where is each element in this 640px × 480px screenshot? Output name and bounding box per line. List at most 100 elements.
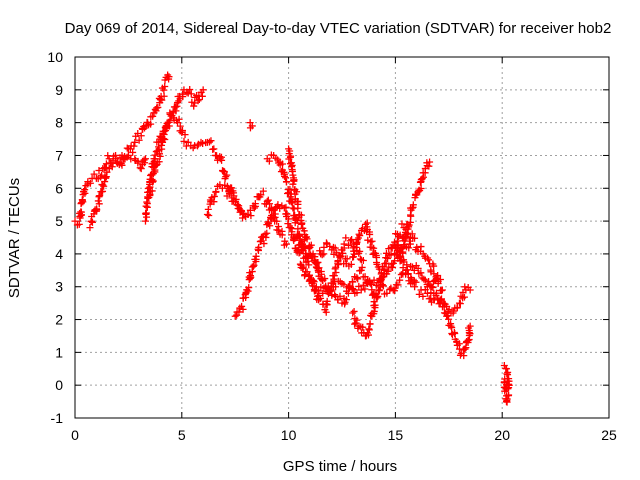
data-point — [332, 283, 340, 291]
data-point-trail — [405, 223, 413, 231]
data-point-trail — [395, 248, 403, 256]
data-point-trail — [410, 266, 418, 274]
data-point-trail — [239, 305, 247, 313]
data-point-trail — [135, 136, 143, 144]
data-point-trail — [199, 140, 207, 148]
data-point-trail — [263, 229, 271, 237]
data-point-trail — [179, 93, 187, 101]
data-point-trail — [143, 213, 151, 221]
data-point-trail — [130, 142, 138, 150]
data-point-trail — [281, 172, 289, 180]
data-point-trail — [123, 144, 131, 152]
data-point-trail — [399, 264, 407, 272]
data-point — [438, 286, 446, 294]
data-point-trail — [405, 244, 413, 252]
data-point-trail — [342, 234, 350, 242]
data-point-trail — [227, 184, 235, 192]
data-point-trail — [187, 90, 195, 98]
data-point-trail — [129, 148, 137, 156]
data-point-trail — [334, 257, 342, 265]
data-point-trail — [437, 296, 445, 304]
data-point-trail — [265, 157, 273, 165]
data-point — [357, 286, 365, 294]
data-point-trail — [289, 180, 297, 188]
data-point-trail — [113, 159, 121, 167]
data-point-trail — [410, 277, 418, 285]
data-point-trail — [102, 163, 110, 171]
data-point-trail — [218, 156, 226, 164]
data-point-trail — [293, 188, 301, 196]
data-point-trail — [318, 251, 326, 259]
data-point-trail — [299, 264, 307, 272]
data-point-trail — [400, 242, 408, 250]
data-point-trail — [264, 196, 272, 204]
data-point-trail — [391, 284, 399, 292]
data-point-trail — [195, 96, 203, 104]
data-point — [460, 352, 468, 360]
data-point-trail — [221, 181, 229, 189]
data-point-trail — [350, 307, 358, 315]
data-point-trail — [172, 107, 180, 115]
data-point-trail — [149, 178, 157, 186]
data-point-trail — [355, 282, 363, 290]
x-tick-label: 20 — [494, 427, 510, 443]
data-point — [118, 161, 126, 169]
data-point-trail — [155, 150, 163, 158]
data-point-trail — [370, 244, 378, 252]
data-point-trail — [403, 266, 411, 274]
data-point — [359, 256, 367, 264]
tick-labels: 0 5 10 15 20 25 -1 0 1 2 3 4 5 6 7 8 9 10 — [47, 49, 617, 443]
data-point-trail — [343, 287, 351, 295]
data-point-trail — [296, 232, 304, 240]
data-point — [274, 201, 282, 209]
data-point — [340, 240, 348, 248]
data-point-trail — [368, 237, 376, 245]
y-tick-label: 8 — [55, 115, 63, 131]
data-point-trail — [305, 250, 313, 258]
y-tick-label: 5 — [55, 213, 63, 229]
data-point-trail — [358, 263, 366, 271]
data-point-trail — [278, 231, 286, 239]
data-point-trail — [271, 210, 279, 218]
data-point-trail — [305, 261, 313, 269]
data-point — [411, 283, 419, 291]
data-point-trail — [384, 267, 392, 275]
data-point-trail — [282, 178, 290, 186]
data-point-trail — [364, 331, 372, 339]
data-point-trail — [361, 273, 369, 281]
data-point-trail — [86, 179, 94, 187]
data-point-trail — [456, 300, 464, 308]
data-point-trail — [367, 280, 375, 288]
data-point-trail — [252, 255, 260, 263]
data-point-trail — [356, 232, 364, 240]
data-point-trail — [403, 229, 411, 237]
data-point — [112, 155, 120, 163]
data-point-trail — [158, 145, 166, 153]
data-point — [349, 309, 357, 317]
y-axis-title: SDTVAR / TECUs — [6, 178, 23, 298]
data-point-trail — [260, 240, 268, 248]
data-point — [105, 155, 113, 163]
data-point-trail — [121, 152, 129, 160]
data-point-trail — [349, 278, 357, 286]
data-point-trail — [251, 202, 259, 210]
data-point-trail — [365, 326, 373, 334]
data-point-trail — [283, 210, 291, 218]
x-tick-label: 15 — [388, 427, 404, 443]
data-point-trail — [412, 278, 420, 286]
data-point — [421, 276, 429, 284]
data-point-trail — [294, 200, 302, 208]
data-point-trail — [406, 218, 414, 226]
data-point-trail — [90, 170, 98, 178]
data-point-trail — [88, 218, 96, 226]
data-point-trail — [420, 173, 427, 181]
data-point — [261, 230, 269, 238]
data-point — [391, 243, 399, 251]
data-point-trail — [313, 286, 321, 294]
data-point — [404, 270, 412, 278]
data-point-trail — [233, 201, 241, 209]
y-tick-label: 4 — [55, 246, 63, 262]
data-point-trail — [282, 203, 290, 211]
data-point — [231, 312, 239, 320]
data-point-trail — [373, 294, 381, 302]
